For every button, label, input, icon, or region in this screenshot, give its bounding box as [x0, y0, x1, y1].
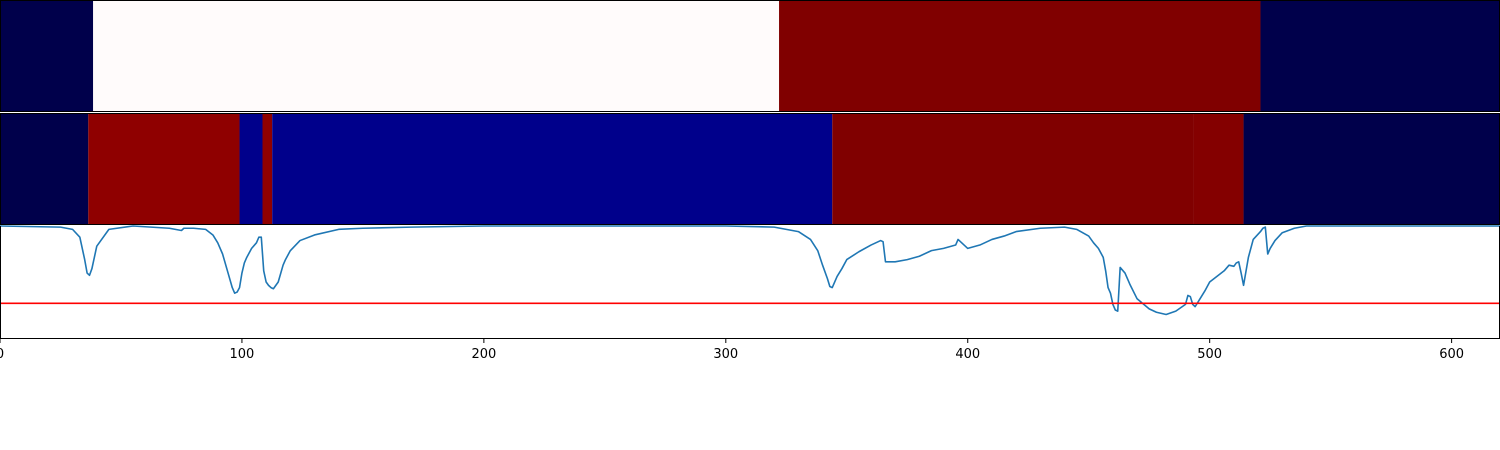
- x-tick-label: 300: [713, 347, 738, 362]
- middle-heatmap-band: [0, 113, 1500, 225]
- x-axis: 0 100 200 300 400 500 600: [0, 338, 1464, 362]
- heatmap-cell: [779, 0, 1261, 112]
- top-heatmap-band: [0, 0, 1500, 112]
- heatmap-cell: [832, 113, 1194, 225]
- heatmap-cell: [93, 0, 780, 112]
- heatmap-cell: [1243, 113, 1500, 225]
- heatmap-cell: [0, 0, 94, 112]
- heatmap-cell: [1193, 113, 1244, 225]
- x-tick-label: 600: [1439, 347, 1464, 362]
- heatmap-cell: [239, 113, 263, 225]
- heatmap-cell: [88, 113, 240, 225]
- heatmap-cell: [0, 113, 89, 225]
- plot-background: [0, 226, 1500, 338]
- x-tick-label: 200: [471, 347, 496, 362]
- signal-line-plot: [0, 225, 1500, 339]
- signal-series-line: [0, 225, 1500, 316]
- x-tick-label: 500: [1197, 347, 1222, 362]
- heatmap-cell: [262, 113, 273, 225]
- x-tick-label: 0: [0, 347, 4, 362]
- heatmap-cell: [1260, 0, 1500, 112]
- heatmap-cell: [272, 113, 833, 225]
- x-tick-label: 100: [230, 347, 255, 362]
- x-tick-label: 400: [955, 347, 980, 362]
